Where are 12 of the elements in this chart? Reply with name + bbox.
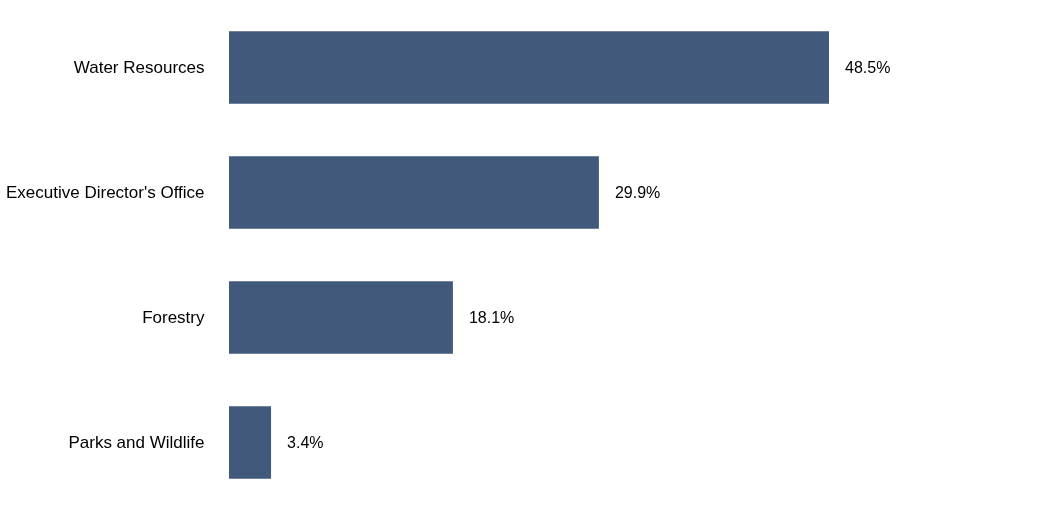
y-tick-label: Water Resources [73,57,205,77]
y-tick-label: Executive Director's Office [6,182,205,202]
y-tick-label: Parks and Wildlife [68,432,205,452]
data-label: 18.1% [468,308,515,326]
bar [229,281,453,354]
y-tick-label: Forestry [142,307,205,327]
bar [229,31,829,104]
data-label: 29.9% [614,183,661,201]
data-label: 48.5% [845,58,891,76]
bar [229,156,599,229]
bar [229,406,272,479]
data-label: 3.4% [287,433,324,451]
